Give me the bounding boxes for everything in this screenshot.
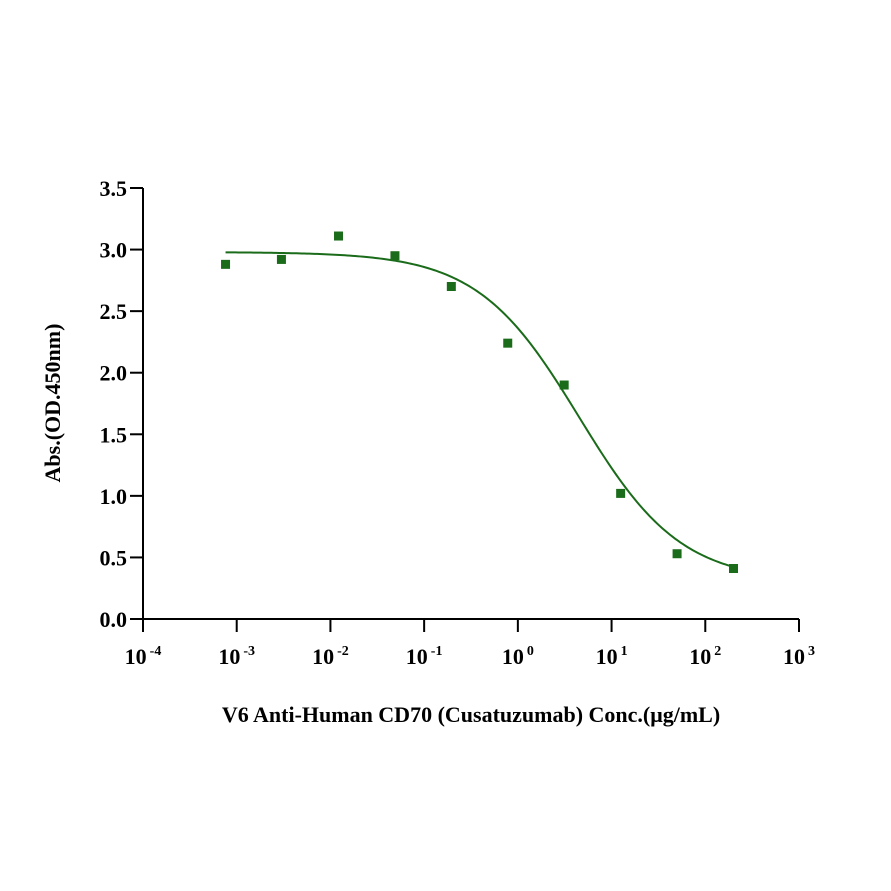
x-axis-title: V6 Anti-Human CD70 (Cusatuzumab) Conc.(μ… xyxy=(222,702,720,727)
data-point xyxy=(559,380,569,390)
data-point xyxy=(276,254,286,264)
x-tick-label: 10 -4 xyxy=(125,644,162,669)
data-point xyxy=(221,259,231,269)
x-tick-label: 10 3 xyxy=(783,644,815,669)
y-tick-label: 3.5 xyxy=(100,176,128,201)
x-tick-label: 10 1 xyxy=(596,644,628,669)
y-tick-label: 2.0 xyxy=(100,361,128,386)
x-tick-label: 10 0 xyxy=(502,644,534,669)
data-point xyxy=(503,338,513,348)
y-tick-label: 1.5 xyxy=(100,422,128,447)
x-tick-label: 10 -2 xyxy=(312,644,349,669)
data-point xyxy=(672,549,682,559)
y-tick-label: 1.0 xyxy=(100,484,128,509)
y-axis: 0.0 0.5 1.0 1.5 2.0 2.5 3.0 3.5 xyxy=(100,176,144,632)
y-tick-label: 2.5 xyxy=(100,299,128,324)
data-point xyxy=(446,282,456,292)
x-tick-label: 10 2 xyxy=(689,644,721,669)
x-axis: 10 -4 10 -3 10 -2 10 -1 10 0 10 1 10 2 10 3 xyxy=(125,618,815,669)
data-point xyxy=(616,488,626,498)
x-tick-label: 10 -1 xyxy=(406,644,443,669)
data-point xyxy=(728,564,738,574)
data-points xyxy=(221,231,738,574)
y-tick-label: 3.0 xyxy=(100,238,128,263)
fit-curve xyxy=(225,251,734,568)
y-axis-title: Abs.(OD.450nm) xyxy=(40,324,65,483)
y-tick-label: 0.0 xyxy=(100,607,128,632)
data-point xyxy=(334,231,344,241)
data-point xyxy=(390,251,400,261)
x-tick-label: 10 -3 xyxy=(218,644,255,669)
y-tick-label: 0.5 xyxy=(100,545,128,570)
